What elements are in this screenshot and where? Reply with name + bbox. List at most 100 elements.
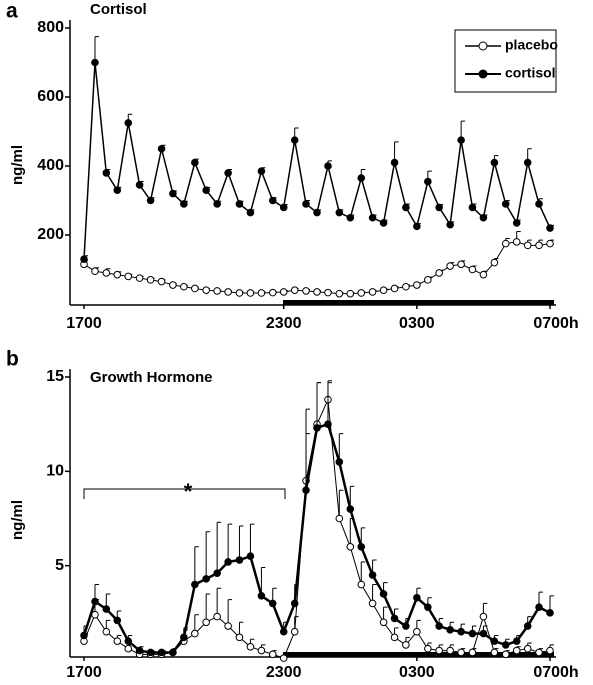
error-bar <box>205 593 211 623</box>
point <box>402 203 410 212</box>
point <box>80 255 88 263</box>
point <box>535 241 543 250</box>
point <box>113 616 122 625</box>
point <box>146 276 155 284</box>
point <box>324 288 332 297</box>
point <box>468 203 477 212</box>
point <box>379 219 388 227</box>
point <box>390 284 399 293</box>
y-tick-label: 15 <box>46 368 64 385</box>
y-tick-label: 5 <box>55 557 64 574</box>
point <box>324 162 332 170</box>
point <box>224 288 232 296</box>
point <box>490 648 499 657</box>
point <box>424 177 432 186</box>
error-bar <box>216 521 222 574</box>
point <box>268 650 277 659</box>
point <box>302 287 310 295</box>
point <box>523 241 532 250</box>
point <box>357 580 366 589</box>
error-bar <box>227 523 233 562</box>
panel-label: a <box>6 0 18 23</box>
error-bar <box>327 382 332 425</box>
point <box>446 220 454 229</box>
point <box>257 592 266 600</box>
point <box>213 612 221 621</box>
error-bar <box>249 523 255 557</box>
point <box>124 644 133 653</box>
point <box>235 633 244 642</box>
point <box>202 618 210 627</box>
point <box>479 270 488 279</box>
y-axis-label: ng/ml <box>9 145 26 185</box>
point <box>313 424 321 432</box>
panel-label: b <box>6 348 19 371</box>
point <box>146 196 155 205</box>
error-bar <box>216 587 222 617</box>
point <box>390 633 399 642</box>
point <box>213 200 221 208</box>
x-tick-label: 2300 <box>266 315 302 332</box>
error-bar <box>338 489 344 519</box>
point <box>368 571 377 579</box>
point <box>523 622 532 630</box>
point <box>546 646 554 655</box>
point <box>368 599 377 608</box>
point <box>402 282 410 291</box>
legend-box <box>454 29 557 93</box>
point <box>102 169 111 177</box>
error-bar <box>94 36 99 63</box>
error-bar <box>338 433 344 462</box>
point <box>501 650 510 659</box>
point <box>157 277 166 286</box>
x-tick-label: 0300 <box>399 664 435 681</box>
point <box>357 543 366 551</box>
point <box>202 575 210 583</box>
point <box>379 286 388 295</box>
point <box>124 637 133 645</box>
point <box>135 274 144 282</box>
point <box>246 289 255 297</box>
point <box>457 627 465 636</box>
point <box>224 169 232 177</box>
x-tick-label: 0700h <box>533 315 578 332</box>
point <box>169 648 177 657</box>
point <box>235 556 244 564</box>
point <box>424 644 432 653</box>
point <box>169 281 177 289</box>
point <box>246 642 255 651</box>
y-axis-label: ng/ml <box>9 500 26 540</box>
point <box>335 514 344 523</box>
point <box>102 605 111 613</box>
point <box>290 286 299 295</box>
point <box>479 612 488 621</box>
point <box>457 648 465 657</box>
point <box>335 208 344 217</box>
point <box>335 289 344 298</box>
point <box>379 618 388 627</box>
point <box>157 648 166 657</box>
point <box>424 603 432 611</box>
point <box>191 629 199 638</box>
x-tick-label: 2300 <box>266 664 302 681</box>
y-tick-label: 10 <box>46 463 64 480</box>
point <box>80 631 88 640</box>
point <box>180 633 188 642</box>
x-tick-label: 1700 <box>66 664 102 681</box>
point <box>413 222 421 231</box>
point <box>257 646 266 655</box>
point <box>91 597 99 606</box>
error-bar <box>316 382 321 425</box>
chart-title: Cortisol <box>90 1 147 18</box>
point <box>468 265 477 274</box>
bracket <box>83 488 286 499</box>
point <box>113 186 122 194</box>
point <box>191 580 199 589</box>
point <box>446 626 454 634</box>
point <box>546 239 554 248</box>
point <box>523 644 532 653</box>
point <box>546 224 554 232</box>
point <box>468 629 477 638</box>
point <box>535 603 543 611</box>
